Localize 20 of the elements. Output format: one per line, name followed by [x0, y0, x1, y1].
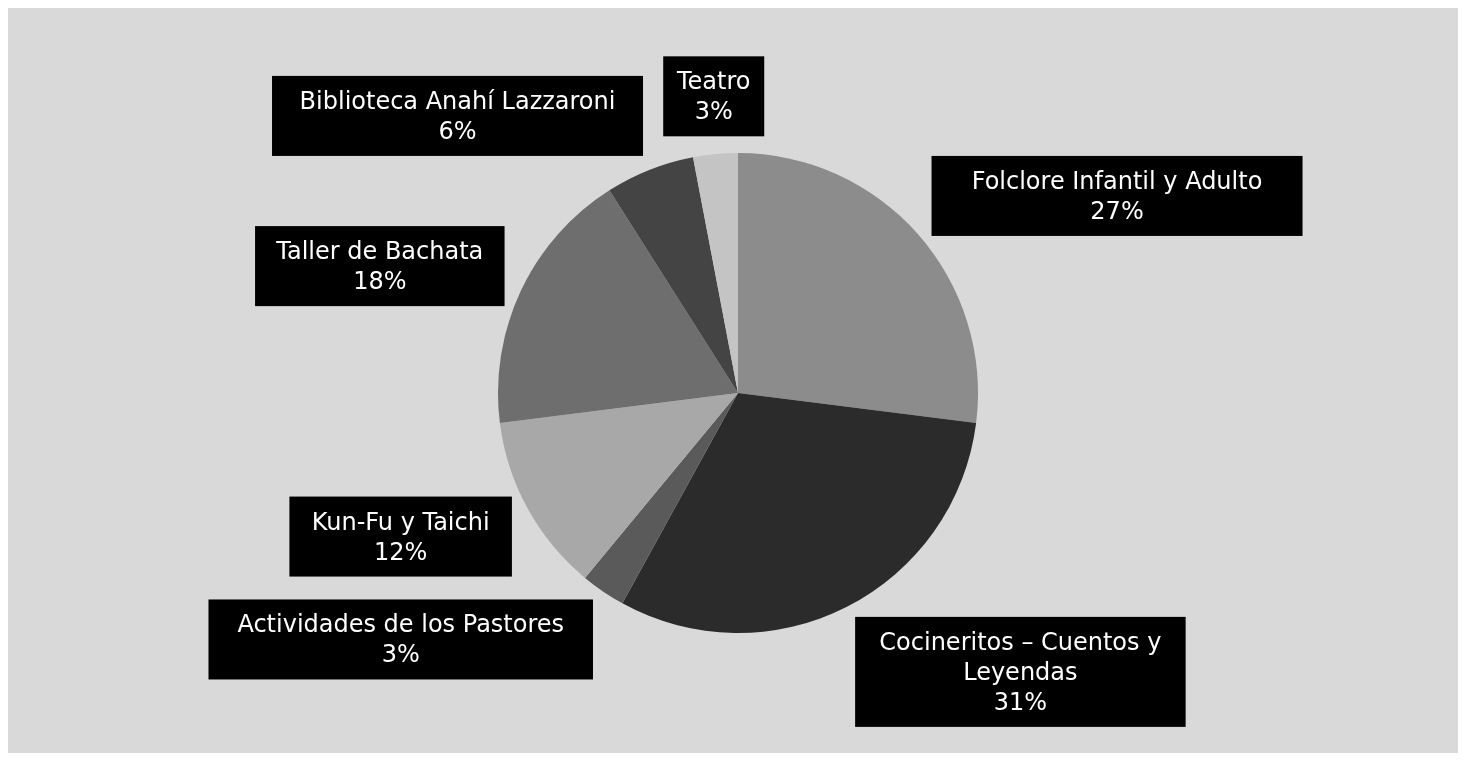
pie-slice — [609, 157, 738, 393]
pie-slice — [499, 393, 738, 578]
slice-label: Taller de Bachata — [275, 237, 484, 266]
slice-label: Kun-Fu y Taichi — [311, 507, 490, 536]
data-label: 12% — [373, 537, 428, 566]
pie-slice — [622, 393, 977, 633]
slice-label: Actividades de los Pastores — [237, 610, 565, 639]
pie-slice — [498, 190, 738, 424]
slice-label: Biblioteca Anahí Lazzaroni — [299, 86, 616, 115]
data-label: 6% — [438, 116, 477, 145]
data-label: 3% — [381, 640, 420, 669]
slice-label: Folclore Infantil y Adulto — [971, 166, 1263, 195]
data-label: 27% — [1090, 196, 1144, 225]
slice-label: Cocineritos – Cuentos y Leyendas — [879, 627, 1162, 686]
data-label: 3% — [694, 97, 733, 126]
data-label: 18% — [353, 267, 407, 296]
data-label: 31% — [993, 687, 1048, 716]
slice-label: Teatro — [675, 67, 751, 96]
pie-slice — [585, 393, 738, 604]
pie-slice — [693, 153, 738, 393]
